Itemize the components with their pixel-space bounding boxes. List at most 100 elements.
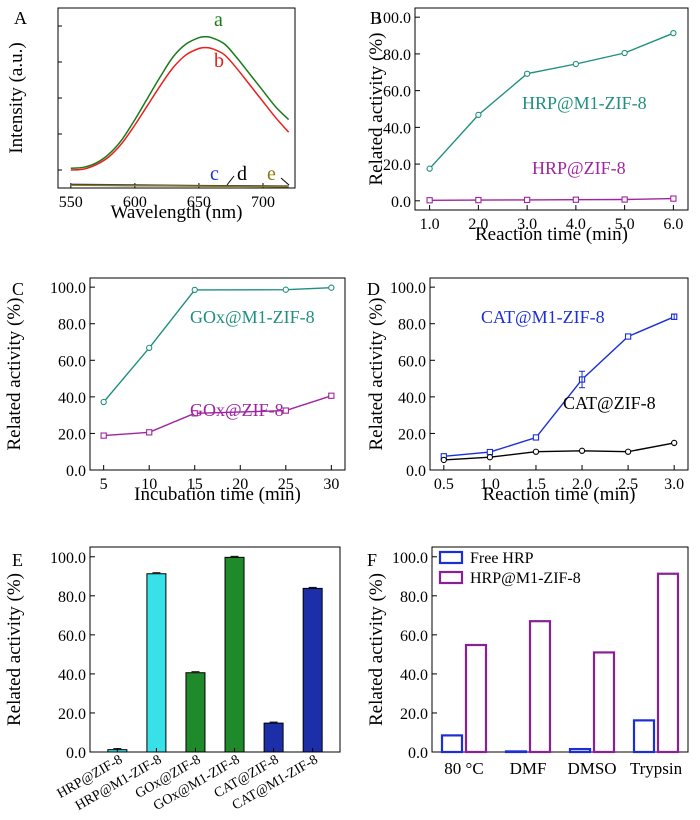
- curve-label-e: e: [267, 163, 276, 185]
- data-point: [486, 448, 494, 456]
- y-tick-label: 40.0: [400, 667, 428, 684]
- label-arrow-e: [280, 177, 290, 186]
- bar-0: [568, 747, 592, 754]
- x-tick-label: 4.0: [566, 216, 586, 233]
- data-point: [426, 165, 433, 172]
- spectrum-line-b: [70, 46, 290, 171]
- y-axis-label: Related activity (%): [366, 573, 387, 726]
- data-point: [440, 456, 447, 464]
- curve-label-b: b: [214, 50, 224, 72]
- data-point: [572, 196, 580, 203]
- panel-a: A 550 600 650 700 Wavelength (nm) Intensity (a…: [6, 7, 296, 223]
- y-tick-label: 100.0: [390, 280, 426, 297]
- data-point: [100, 432, 107, 439]
- data-point: [191, 410, 198, 417]
- data-point: [624, 333, 632, 340]
- bar: [185, 672, 206, 753]
- plot-frame: [89, 546, 341, 753]
- label-arrow-d: [226, 175, 235, 186]
- data-point: [282, 407, 289, 414]
- y-axis-label: Related activity (%): [4, 573, 25, 726]
- data-point: [532, 434, 540, 441]
- y-tick-label: 60.0: [398, 353, 426, 370]
- y-tick-label: 80.0: [58, 317, 86, 334]
- panel-e: E 0.0 20.0 40.0 60.0 80.0 100.0 Related activit…: [4, 546, 341, 814]
- x-tick-label: 1.0: [480, 476, 500, 493]
- data-point: [523, 196, 531, 204]
- x-tick-label: 10: [141, 476, 157, 493]
- legend-label-0: Free HRP: [470, 550, 534, 567]
- y-tick-label: 0.0: [66, 463, 86, 480]
- series-line-0: [429, 32, 674, 170]
- x-tick-label: DMSO: [567, 759, 616, 778]
- x-tick-label: 550: [59, 194, 83, 211]
- data-point: [670, 195, 677, 202]
- panel-letter: A: [14, 8, 27, 28]
- legend-swatch-1: [438, 570, 464, 585]
- series-label-1: HRP@ZIF-8: [532, 158, 626, 178]
- curve-label-d: d: [237, 163, 247, 185]
- panel-letter: F: [367, 550, 377, 570]
- y-tick-label: 0.0: [408, 745, 428, 762]
- data-point: [191, 286, 198, 294]
- panel-d: D 0.0 20.0 40.0 60.0 80.0 100.0 0.5 1.0 1.5 2.0 2.5…: [366, 277, 689, 505]
- legend-label-1: HRP@M1-ZIF-8: [470, 570, 581, 587]
- x-tick-label: 2.0: [572, 476, 592, 493]
- data-point: [282, 286, 289, 293]
- series-label-1: GOx@ZIF-8: [190, 400, 284, 420]
- y-tick-label: 20.0: [400, 706, 428, 723]
- y-tick-label: 80.0: [58, 589, 86, 606]
- y-axis-label: Intensity (a.u.): [6, 42, 27, 153]
- y-tick-label: 0.0: [391, 194, 411, 211]
- y-tick-label: 40.0: [383, 120, 411, 137]
- data-point: [578, 447, 586, 454]
- x-tick-label: 0.5: [434, 476, 454, 493]
- x-tick-label: 2.5: [618, 476, 638, 493]
- panel-letter: B: [370, 8, 382, 28]
- x-tick-label: 1.5: [526, 476, 546, 493]
- data-point: [671, 439, 678, 447]
- data-point: [475, 196, 482, 204]
- x-tick-label: 6.0: [663, 216, 683, 233]
- bar-0: [632, 719, 656, 754]
- panel-letter: E: [12, 550, 23, 570]
- y-tick-label: 40.0: [58, 390, 86, 407]
- panel-c: C 0.0 20.0 40.0 60.0 80.0 100.0 5 10 15 20 25 30 Incu…: [4, 277, 346, 505]
- data-point: [532, 448, 540, 455]
- y-tick-label: 60.0: [58, 353, 86, 370]
- series-line-0: [103, 287, 332, 403]
- y-tick-label: 20.0: [398, 426, 426, 443]
- y-tick-label: 40.0: [398, 390, 426, 407]
- plot-frame: [429, 277, 689, 471]
- x-tick-label: 25: [278, 476, 294, 493]
- y-tick-label: 80.0: [400, 589, 428, 606]
- data-point: [475, 111, 482, 119]
- panel-letter: D: [367, 279, 380, 299]
- data-point: [328, 284, 335, 291]
- y-tick-label: 20.0: [58, 706, 86, 723]
- x-tick-label: 80 °C: [444, 759, 483, 778]
- x-tick-label: 30: [323, 476, 339, 493]
- legend-swatch-0: [438, 550, 464, 565]
- y-tick-label: 80.0: [383, 47, 411, 64]
- bar-0: [504, 750, 528, 754]
- data-point: [146, 429, 153, 436]
- x-tick-label: 700: [251, 194, 275, 211]
- x-tick-label: 5: [100, 476, 108, 493]
- x-tick-label: 2.0: [468, 216, 488, 233]
- x-tick-label: 3.0: [517, 216, 537, 233]
- data-point: [523, 70, 531, 77]
- data-point: [486, 454, 494, 461]
- y-tick-label: 60.0: [400, 628, 428, 645]
- x-tick-label: DMF: [510, 759, 547, 778]
- panel-letter: C: [12, 279, 24, 299]
- spectrum-line-e: [70, 184, 289, 188]
- bar-1: [464, 643, 488, 754]
- data-point: [328, 392, 335, 399]
- y-tick-label: 0.0: [406, 463, 426, 480]
- x-tick-label: 600: [123, 194, 147, 211]
- y-tick-label: 20.0: [58, 426, 86, 443]
- panel-f: F 0.0 20.0 40.0 60.0 80.0 100.0 Related activit…: [366, 546, 689, 778]
- data-point: [624, 448, 632, 455]
